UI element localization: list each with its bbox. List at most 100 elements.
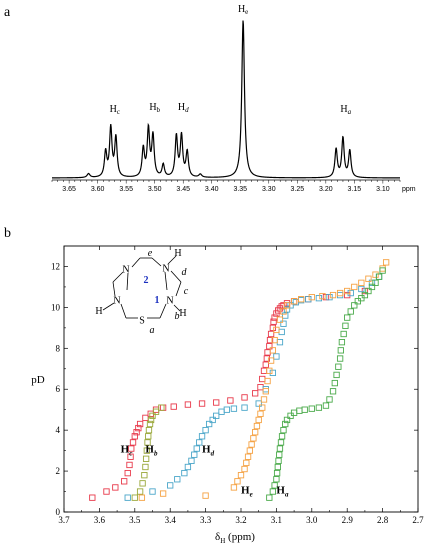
- peak-label-ha: Ha: [340, 104, 351, 116]
- data-point: [273, 469, 281, 477]
- data-point: [193, 445, 200, 452]
- data-point: [241, 465, 248, 473]
- data-point: [218, 408, 225, 415]
- data-point: [262, 388, 269, 395]
- bond: [126, 272, 129, 291]
- data-point: [184, 463, 192, 471]
- atom-n: N: [166, 296, 173, 307]
- series-label-Hb: Hb: [145, 444, 158, 458]
- x-tick-label: 3.6: [94, 515, 106, 525]
- data-point: [129, 439, 137, 446]
- data-point: [253, 422, 261, 430]
- titration-scatter-panel: 3.7 3.6 3.5 3.4 3.3 3.2 3.1 3.0 2.9 2.8 2.7 0 2 4 6 8 10…: [31, 245, 424, 545]
- atom-n: N: [122, 265, 129, 276]
- data-point: [336, 289, 344, 297]
- data-point: [142, 455, 150, 462]
- y-tick-label: 2: [56, 466, 61, 476]
- x-tick-label: 2.7: [412, 515, 424, 525]
- y-tick-label: 0: [56, 507, 61, 517]
- data-point: [276, 445, 284, 452]
- data-point: [243, 459, 250, 467]
- data-point: [365, 287, 372, 295]
- data-point: [257, 384, 264, 391]
- data-point: [315, 295, 323, 302]
- data-point: [282, 420, 289, 428]
- data-point: [308, 405, 315, 412]
- data-point: [174, 476, 181, 483]
- position-label-e: e: [148, 248, 153, 259]
- data-point: [372, 271, 379, 278]
- bond: [151, 257, 162, 267]
- x-tick-label: 3.60: [91, 186, 105, 193]
- data-point: [266, 367, 273, 374]
- data-point: [267, 357, 275, 364]
- peak-label-hd: Hd: [178, 102, 189, 114]
- data-point: [127, 453, 134, 460]
- data-point: [252, 429, 259, 436]
- data-point: [273, 326, 280, 334]
- data-point: [269, 347, 277, 354]
- y-tick-label: 12: [51, 261, 60, 271]
- data-point: [283, 306, 291, 313]
- position-label-d: d: [182, 267, 188, 278]
- series-label-He: He: [241, 485, 253, 499]
- position-label-b: b: [175, 311, 180, 322]
- data-point: [252, 390, 259, 397]
- y-tick-label: 8: [56, 343, 61, 353]
- data-point: [283, 302, 291, 309]
- data-point: [147, 410, 154, 417]
- series-Hc: [89, 287, 369, 501]
- data-point: [260, 367, 268, 374]
- data-point: [262, 386, 269, 393]
- data-point: [308, 294, 315, 301]
- series-Hd: [124, 273, 383, 501]
- data-point: [347, 308, 354, 315]
- bond: [131, 257, 141, 268]
- bond: [173, 304, 181, 312]
- x-tick-label: 3.65: [62, 186, 76, 193]
- data-point: [340, 330, 347, 338]
- data-point: [262, 361, 269, 368]
- data-point: [266, 494, 273, 501]
- data-point: [149, 488, 156, 495]
- x-tick-label: 3.0: [306, 515, 318, 525]
- x-axis-title: δH (ppm): [215, 531, 255, 545]
- x-tick-label: 3.15: [348, 186, 362, 193]
- data-point: [152, 406, 160, 413]
- data-point: [144, 439, 151, 446]
- data-point: [152, 408, 160, 415]
- data-point: [375, 273, 383, 280]
- data-point: [103, 488, 110, 495]
- x-unit-label: ppm: [402, 186, 416, 193]
- macrocycle-structure-inset: N N N N S H H He dc b a 21: [95, 248, 188, 336]
- x-tick-label: 3.7: [58, 515, 70, 525]
- data-point: [259, 404, 266, 411]
- data-point: [89, 494, 96, 501]
- data-point: [269, 488, 277, 495]
- data-point: [170, 403, 177, 410]
- data-point: [205, 420, 213, 428]
- data-point: [184, 401, 192, 408]
- data-point: [264, 377, 271, 385]
- x-tick-label: 3.45: [176, 186, 190, 193]
- data-point: [213, 412, 220, 419]
- peak-label-he: He: [238, 4, 248, 16]
- data-point: [315, 404, 323, 411]
- data-point: [368, 283, 376, 291]
- data-point: [237, 472, 245, 479]
- nmr-spectrum-panel: 3.65 3.60 3.55 3.50 3.45 3.40 3.35 3.30 3.25 3.20…: [51, 4, 416, 193]
- series-Hb: [131, 404, 165, 501]
- data-point: [276, 339, 284, 346]
- data-point: [372, 279, 379, 286]
- data-point: [257, 410, 264, 417]
- x-tick-label: 3.1: [271, 515, 282, 525]
- data-point: [230, 484, 238, 491]
- x-tick-label: 3.4: [165, 515, 177, 525]
- data-point: [280, 308, 287, 315]
- data-point: [337, 347, 344, 354]
- data-point: [149, 412, 156, 419]
- data-point: [167, 482, 174, 489]
- bond: [102, 302, 115, 311]
- x-tick-label: 2.9: [342, 515, 354, 525]
- site-label-1: 1: [155, 295, 160, 306]
